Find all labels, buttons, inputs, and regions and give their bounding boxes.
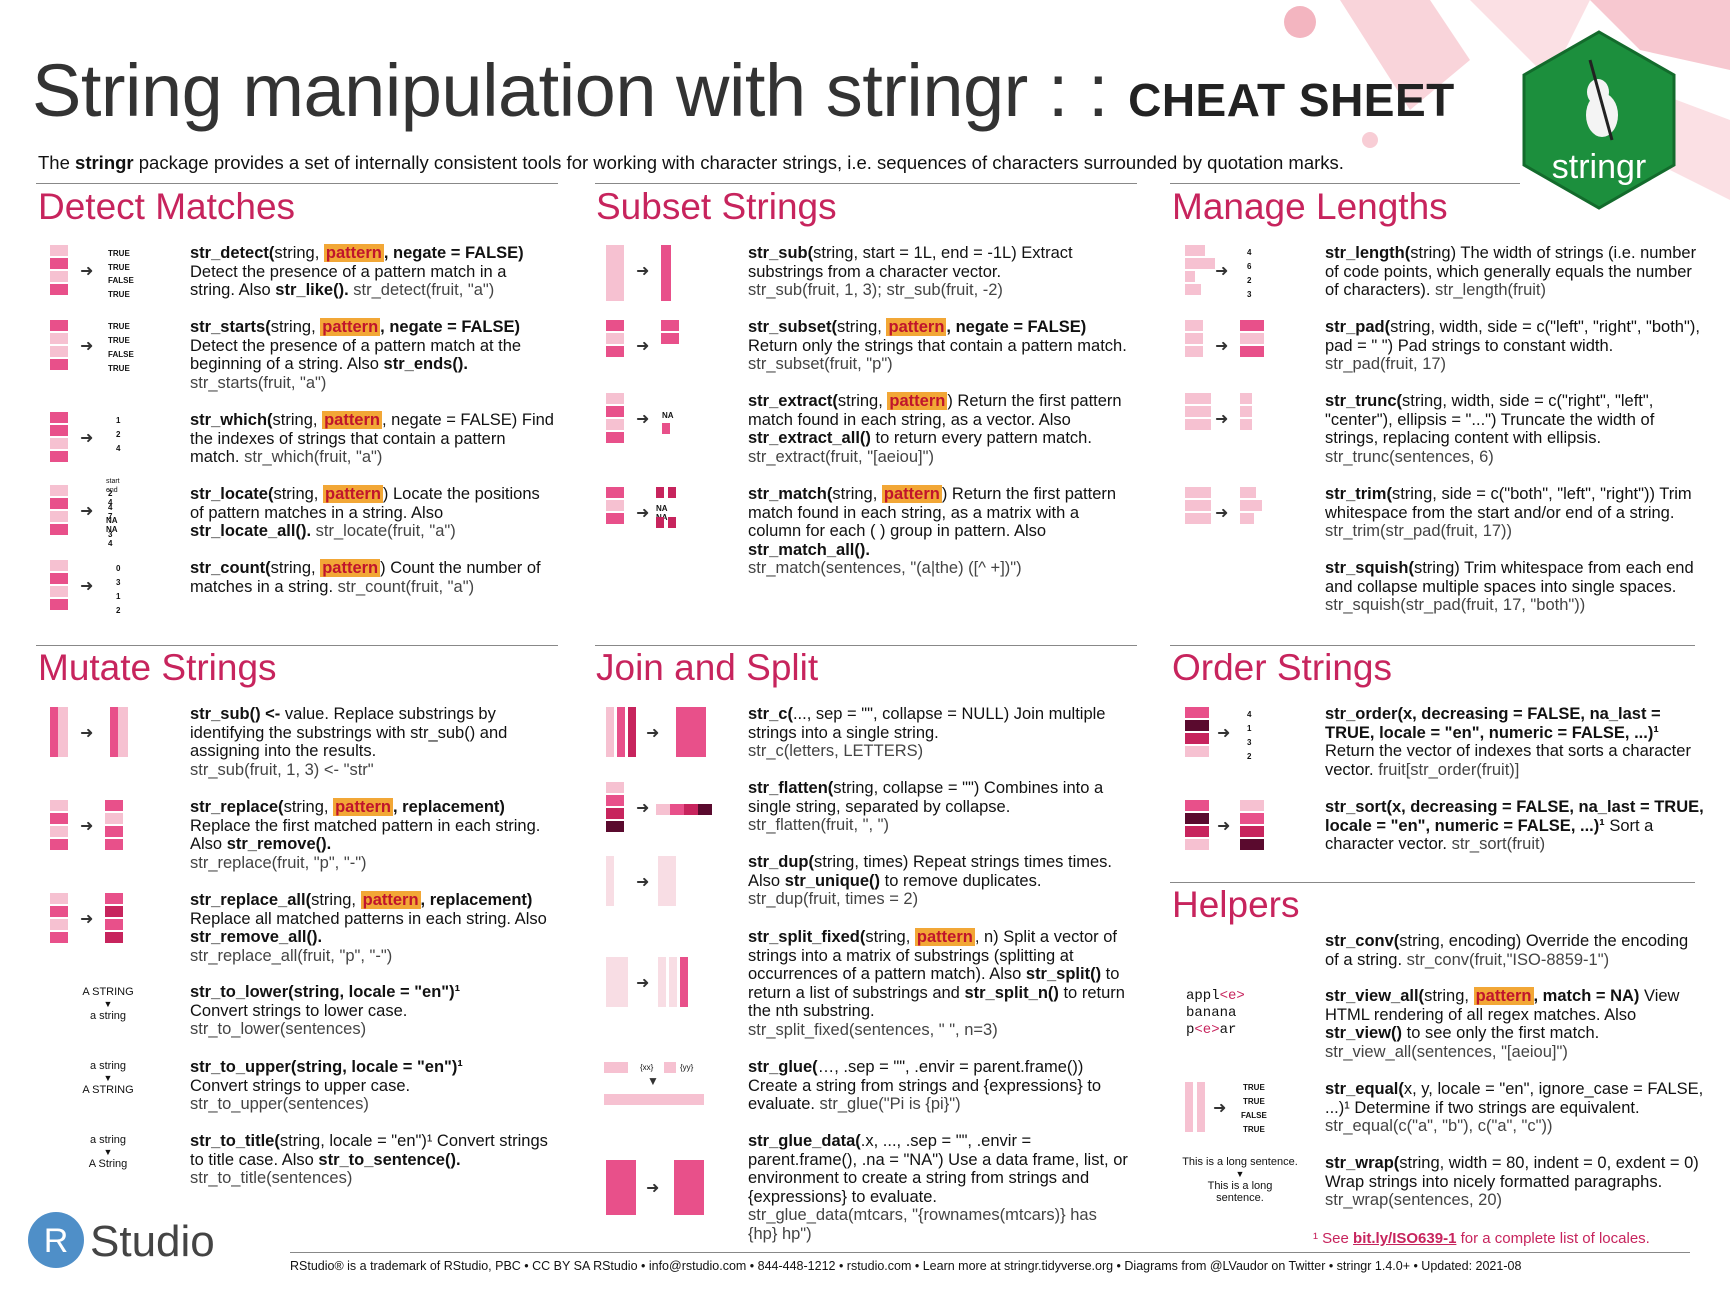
entry-str-length: str_length(string) The width of strings … xyxy=(1325,244,1697,299)
rstudio-logo: R Studio xyxy=(26,1210,256,1275)
entry-str-glue-data: str_glue_data(.x, ..., .sep = "", .envir… xyxy=(748,1132,1128,1243)
arrow-down-icon: ▼ xyxy=(647,1074,659,1088)
upper-diagram: a string ▼ A STRING xyxy=(82,1060,134,1096)
rule xyxy=(1170,183,1520,184)
intro-text: The stringr package provides a set of in… xyxy=(38,152,1344,173)
entry-str-sub-assign: str_sub() <- value. Replace substrings b… xyxy=(190,705,508,779)
entry-str-view-all: str_view_all(string, pattern, match = NA… xyxy=(1325,987,1680,1061)
entry-str-locate: str_locate(string, pattern) Locate the p… xyxy=(190,485,540,540)
section-heading-mutate: Mutate Strings xyxy=(38,647,277,688)
entry-str-replace-all: str_replace_all(string, pattern, replace… xyxy=(190,891,547,965)
entry-str-glue: str_glue(…, .sep = "", .envir = parent.f… xyxy=(748,1058,1102,1113)
section-heading-subset: Subset Strings xyxy=(596,186,837,227)
section-heading-detect: Detect Matches xyxy=(38,186,296,227)
arrow-icon: ➜ xyxy=(80,818,94,835)
arrow-icon: ➜ xyxy=(636,975,650,992)
section-heading-helpers: Helpers xyxy=(1172,884,1300,925)
arrow-icon: ➜ xyxy=(1215,411,1229,428)
arrow-icon: ➜ xyxy=(636,874,650,891)
arrow-icon: ➜ xyxy=(1217,818,1231,835)
arrow-icon: ➜ xyxy=(1213,1100,1227,1117)
arrow-icon: ➜ xyxy=(1215,263,1229,280)
lower-diagram: A STRING ▼ a string xyxy=(82,986,134,1022)
arrow-icon: ➜ xyxy=(80,725,94,742)
entry-str-sort: str_sort(x, decreasing = FALSE, na_last … xyxy=(1325,798,1704,853)
entry-str-squish: str_squish(string) Trim whitespace from … xyxy=(1325,559,1694,614)
rule xyxy=(1170,882,1695,883)
entry-str-starts: str_starts(string, pattern, negate = FAL… xyxy=(190,318,522,392)
entry-str-order: str_order(x, decreasing = FALSE, na_last… xyxy=(1325,705,1691,779)
arrow-icon: ➜ xyxy=(646,1180,660,1197)
arrow-icon: ➜ xyxy=(80,430,94,447)
entry-str-replace: str_replace(string, pattern, replacement… xyxy=(190,798,541,872)
entry-str-match: str_match(string, pattern) Return the fi… xyxy=(748,485,1117,577)
section-heading-join: Join and Split xyxy=(596,647,819,688)
section-heading-order: Order Strings xyxy=(1172,647,1393,688)
entry-str-count: str_count(string, pattern) Count the num… xyxy=(190,559,541,596)
arrow-icon: ➜ xyxy=(636,338,650,355)
rule xyxy=(36,183,558,184)
arrow-icon: ➜ xyxy=(646,725,660,742)
entry-str-wrap: str_wrap(string, width = 80, indent = 0,… xyxy=(1325,1154,1699,1209)
arrow-icon: ➜ xyxy=(80,503,94,520)
entry-str-dup: str_dup(string, times) Repeat strings ti… xyxy=(748,853,1112,908)
entry-str-trunc: str_trunc(string, width, side = c("right… xyxy=(1325,392,1655,466)
page-title: String manipulation with stringr : : CHE… xyxy=(32,49,1455,132)
locales-footnote: ¹ See bit.ly/ISO639-1 for a complete lis… xyxy=(1313,1230,1650,1247)
svg-text:R: R xyxy=(44,1222,69,1260)
entry-str-detect: str_detect(string, pattern, negate = FAL… xyxy=(190,244,524,299)
arrow-icon: ➜ xyxy=(80,911,94,928)
stringr-hex-logo: stringr xyxy=(1522,30,1676,210)
entry-str-which: str_which(string, pattern, negate = FALS… xyxy=(190,411,554,466)
entry-str-c: str_c(..., sep = "", collapse = NULL) Jo… xyxy=(748,705,1106,760)
locales-link[interactable]: bit.ly/ISO639-1 xyxy=(1353,1230,1457,1247)
entry-str-extract: str_extract(string, pattern) Return the … xyxy=(748,392,1122,466)
wrap-diagram: This is a long sentence. ▼ This is a long s… xyxy=(1182,1156,1298,1204)
arrow-icon: ➜ xyxy=(636,800,650,817)
arrow-icon: ➜ xyxy=(80,578,94,595)
arrow-icon: ➜ xyxy=(636,411,650,428)
svg-text:stringr: stringr xyxy=(1552,148,1646,186)
entry-str-split-fixed: str_split_fixed(string, pattern, n) Spli… xyxy=(748,928,1125,1039)
arrow-icon: ➜ xyxy=(636,505,650,522)
rule xyxy=(1170,645,1695,646)
rule xyxy=(36,645,558,646)
footer: RStudio® is a trademark of RStudio, PBC … xyxy=(290,1252,1690,1273)
entry-str-equal: str_equal(x, y, locale = "en", ignore_ca… xyxy=(1325,1080,1704,1135)
arrow-icon: ➜ xyxy=(80,263,94,280)
section-heading-lengths: Manage Lengths xyxy=(1172,186,1448,227)
rule xyxy=(595,645,1137,646)
entry-str-flatten: str_flatten(string, collapse = "") Combi… xyxy=(748,779,1104,834)
arrow-icon: ➜ xyxy=(1217,725,1231,742)
entry-str-to-title: str_to_title(string, locale = "en")¹ Con… xyxy=(190,1132,548,1187)
arrow-icon: ➜ xyxy=(1215,505,1229,522)
arrow-icon: ➜ xyxy=(80,338,94,355)
entry-str-sub: str_sub(string, start = 1L, end = -1L) E… xyxy=(748,244,1073,299)
entry-str-conv: str_conv(string, encoding) Override the … xyxy=(1325,932,1689,969)
svg-text:Studio: Studio xyxy=(90,1217,215,1266)
entry-str-trim: str_trim(string, side = c("both", "left"… xyxy=(1325,485,1692,540)
entry-str-subset: str_subset(string, pattern, negate = FAL… xyxy=(748,318,1127,373)
view-all-diagram: appl<e> banana p<e>ar xyxy=(1186,988,1245,1038)
title-diagram: a string ▼ A String xyxy=(88,1134,128,1170)
violin-icon xyxy=(1586,59,1618,141)
arrow-icon: ➜ xyxy=(1215,338,1229,355)
entry-str-pad: str_pad(string, width, side = c("left", … xyxy=(1325,318,1700,373)
rule xyxy=(595,183,1137,184)
arrow-icon: ➜ xyxy=(636,263,650,280)
entry-str-to-lower: str_to_lower(string, locale = "en")¹ Conv… xyxy=(190,983,461,1038)
entry-str-to-upper: str_to_upper(string, locale = "en")¹ Conv… xyxy=(190,1058,463,1113)
